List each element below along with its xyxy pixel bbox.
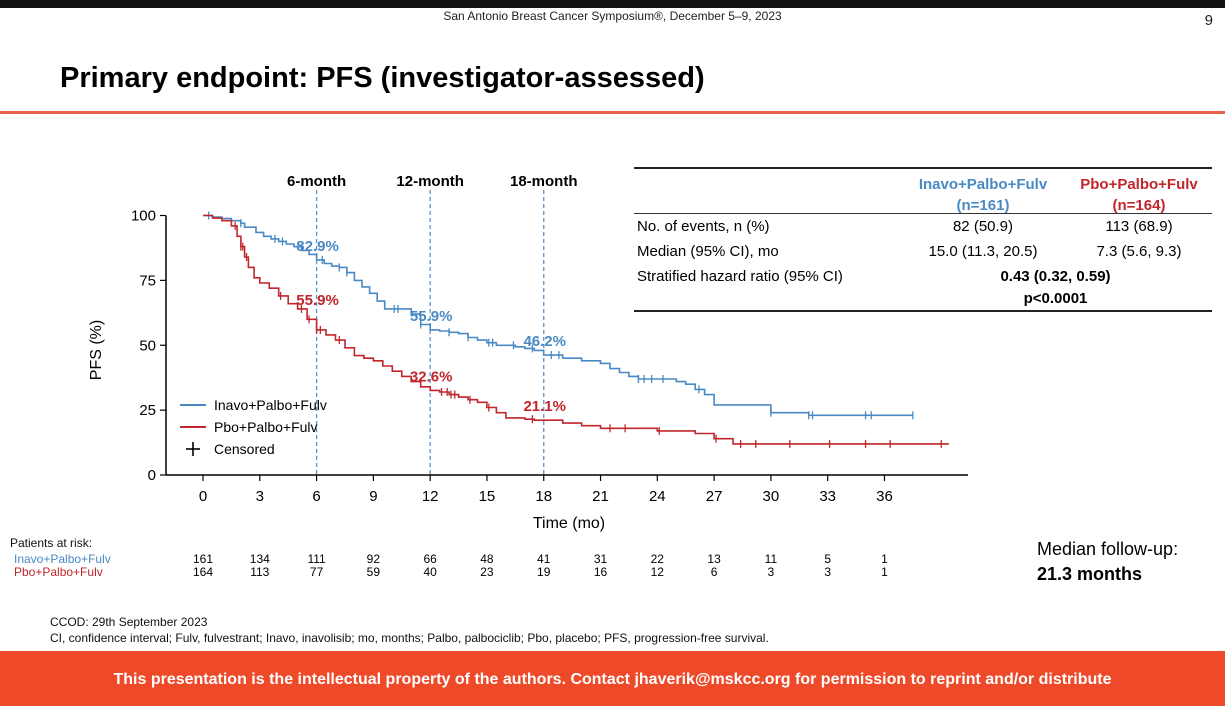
row-label: No. of events, n (%) [637, 218, 770, 235]
risk-count: 1 [881, 552, 888, 566]
row-value-inavo: 82 (50.9) [952, 218, 1014, 235]
x-tick-label: 27 [706, 488, 723, 505]
y-tick-label: 50 [139, 337, 156, 354]
p-value: p<0.0001 [1023, 290, 1088, 307]
risk-count: 3 [767, 565, 775, 579]
col1-header: Inavo+Palbo+Fulv (n=161) [899, 174, 1067, 216]
copyright-banner: This presentation is the intellectual pr… [0, 651, 1225, 706]
median-followup: Median follow-up: 21.3 months [1037, 537, 1178, 587]
risk-count: 16 [593, 565, 608, 579]
risk-count: 19 [537, 565, 551, 579]
slide-title: Primary endpoint: PFS (investigator-asse… [60, 62, 705, 94]
table-row: No. of events, n (%) 82 (50.9) 113 (68.9… [634, 214, 1212, 239]
risk-count: 22 [650, 552, 664, 566]
table-row: Median (95% CI), mo 15.0 (11.3, 20.5) 7.… [634, 239, 1212, 264]
landmark-estimate: 55.9% [296, 292, 339, 309]
table-bottom-rule [634, 310, 1212, 312]
x-tick-label: 9 [369, 488, 377, 505]
landmark-estimate: 46.2% [523, 333, 566, 350]
risk-row-label: Pbo+Palbo+Fulv [14, 565, 103, 579]
x-tick-label: 30 [763, 488, 780, 505]
row-value-pbo: 7.3 (5.6, 9.3) [1096, 243, 1182, 260]
y-tick-label: 25 [139, 402, 156, 419]
table-header: Inavo+Palbo+Fulv (n=161) Pbo+Palbo+Fulv … [634, 169, 1212, 216]
row-label: Median (95% CI), mo [637, 243, 779, 260]
y-tick-label: 75 [139, 272, 156, 289]
col2-header-n: (n=164) [1112, 197, 1166, 214]
risk-count: 5 [824, 552, 832, 566]
risk-count: 92 [366, 552, 381, 566]
risk-table-header: Patients at risk: [10, 536, 93, 550]
x-tick-label: 3 [256, 488, 264, 505]
stats-table: Inavo+Palbo+Fulv (n=161) Pbo+Palbo+Fulv … [634, 167, 1212, 312]
abbreviations-note: CI, confidence interval; Fulv, fulvestra… [50, 631, 769, 645]
ccod-note: CCOD: 29th September 2023 [50, 615, 208, 629]
x-tick-label: 18 [535, 488, 552, 505]
risk-count: 11 [764, 552, 778, 566]
risk-count: 164 [192, 565, 214, 579]
x-tick-label: 12 [422, 488, 439, 505]
legend-entry: Pbo+Palbo+Fulv [214, 419, 318, 435]
landmark-label: 18-month [510, 173, 578, 190]
title-rule [0, 111, 1225, 114]
risk-count: 66 [423, 552, 437, 566]
landmark-estimate: 32.6% [410, 368, 453, 385]
conference-name: San Antonio Breast Cancer Symposium®, De… [443, 9, 782, 23]
landmark-estimate: 82.9% [296, 238, 339, 255]
col2-header: Pbo+Palbo+Fulv (n=164) [1066, 174, 1212, 216]
risk-count: 48 [480, 552, 494, 566]
risk-count: 59 [366, 565, 381, 579]
y-axis-label: PFS (%) [88, 320, 105, 380]
risk-count: 113 [250, 565, 270, 579]
table-row-hr: Stratified hazard ratio (95% CI) 0.43 (0… [634, 264, 1212, 289]
legend-entry: Censored [214, 441, 275, 457]
risk-count: 41 [537, 552, 551, 566]
col1-header-n: (n=161) [956, 197, 1010, 214]
hr-value: 0.43 (0.32, 0.59) [1000, 268, 1111, 285]
risk-count: 1 [881, 565, 888, 579]
x-tick-label: 36 [876, 488, 893, 505]
risk-row-label: Inavo+Palbo+Fulv [14, 552, 111, 566]
x-tick-label: 0 [199, 488, 207, 505]
col1-header-name: Inavo+Palbo+Fulv [918, 176, 1048, 193]
risk-count: 40 [423, 565, 437, 579]
table-header-rule [634, 213, 1212, 214]
x-tick-label: 6 [312, 488, 320, 505]
top-bar [0, 0, 1225, 8]
hr-label: Stratified hazard ratio (95% CI) [637, 268, 843, 285]
risk-count: 12 [650, 565, 664, 579]
risk-count: 23 [480, 565, 494, 579]
landmark-estimate: 21.1% [523, 398, 566, 415]
km-curve-pbo [203, 214, 949, 445]
footnotes: CCOD: 29th September 2023 CI, confidence… [50, 614, 769, 646]
y-tick-label: 100 [131, 208, 156, 225]
followup-value: 21.3 months [1037, 564, 1143, 584]
risk-count: 134 [249, 552, 270, 566]
x-tick-label: 15 [479, 488, 496, 505]
col2-header-name: Pbo+Palbo+Fulv [1080, 176, 1198, 193]
landmark-estimate: 55.9% [410, 308, 453, 325]
x-tick-label: 21 [592, 488, 609, 505]
followup-label: Median follow-up: [1037, 539, 1179, 559]
risk-count: 3 [824, 565, 832, 579]
risk-count: 161 [192, 552, 214, 566]
landmark-label: 12-month [396, 173, 464, 190]
x-tick-label: 24 [649, 488, 666, 505]
table-row-p: p<0.0001 [634, 289, 1212, 310]
risk-count: 31 [593, 552, 608, 566]
risk-count: 77 [309, 565, 324, 579]
y-tick-label: 0 [148, 467, 156, 484]
risk-count: 111 [307, 552, 326, 566]
x-tick-label: 33 [819, 488, 836, 505]
legend-entry: Inavo+Palbo+Fulv [214, 397, 327, 413]
page-number: 9 [1204, 12, 1213, 29]
risk-count: 6 [710, 565, 718, 579]
x-axis-label: Time (mo) [533, 515, 605, 532]
landmark-label: 6-month [287, 173, 346, 190]
row-value-inavo: 15.0 (11.3, 20.5) [928, 243, 1038, 260]
table-top-rule [634, 167, 1212, 169]
row-value-pbo: 113 (68.9) [1105, 218, 1173, 235]
risk-count: 13 [707, 552, 721, 566]
